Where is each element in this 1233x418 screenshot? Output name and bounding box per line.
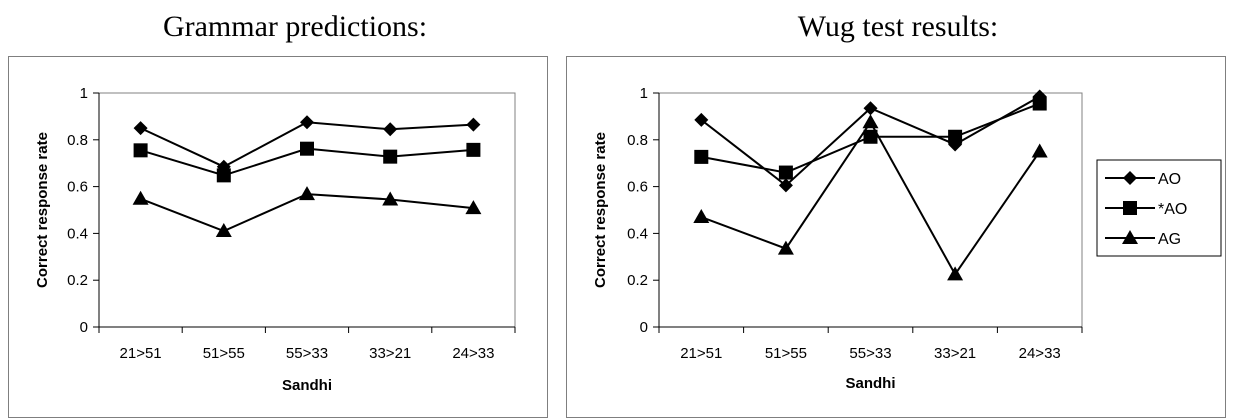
legend: AO *AO AG [1096, 159, 1222, 257]
left-x-tick-label: 21>51 [120, 345, 162, 362]
right-data-point-triangle [693, 209, 710, 224]
left-data-point-diamond [383, 122, 398, 137]
left-y-tick-label: 0.6 [67, 179, 88, 196]
right-y-tick-label: 0.4 [627, 225, 648, 242]
right-y-tick-label: 0.6 [627, 179, 648, 196]
left-y-tick-label: 0.8 [67, 132, 88, 149]
left-data-point-square [383, 149, 398, 164]
left-y-tick-label: 1 [80, 85, 88, 102]
legend-label: *AO [1158, 201, 1187, 218]
right-panel-title: Wug test results: [797, 10, 999, 43]
left-data-point-diamond [466, 117, 481, 132]
left-y-axis-title: Correct response rate [34, 132, 51, 288]
left-chart: 0 0.2 0.4 0.6 0.8 1 21>51 51>55 55>33 33>21 24>33 S… [34, 85, 516, 394]
left-y-tick-label: 0.2 [67, 272, 88, 289]
left-panel-title: Grammar predictions: [162, 10, 428, 43]
left-data-point-square [216, 168, 231, 183]
left-data-point-square [466, 142, 481, 157]
legend-label: AG [1158, 231, 1181, 248]
left-x-axis-title: Sandhi [282, 377, 332, 394]
left-data-point-triangle [299, 186, 315, 201]
left-x-tick-label: 51>55 [203, 345, 245, 362]
left-data-point-triangle [382, 191, 399, 206]
legend-marker-diamond [1123, 171, 1137, 185]
left-data-point-square [133, 143, 148, 158]
right-data-point-square [694, 149, 709, 164]
right-x-tick-label: 24>33 [1019, 345, 1061, 362]
right-data-point-diamond [778, 178, 793, 193]
legend-label: AO [1158, 171, 1181, 188]
legend-marker-triangle [1122, 230, 1138, 244]
right-data-point-square [1032, 96, 1047, 111]
left-data-point-diamond [300, 115, 314, 130]
left-x-tick-label: 55>33 [286, 345, 328, 362]
right-data-point-square [778, 165, 793, 180]
right-data-point-triangle [862, 114, 879, 129]
left-y-tick-label: 0 [80, 319, 88, 336]
right-data-point-triangle [777, 240, 794, 255]
right-data-point-diamond [863, 101, 878, 116]
right-y-axis-title: Correct response rate [592, 132, 609, 288]
right-y-tick-label: 0 [640, 319, 648, 336]
right-chart: 0 0.2 0.4 0.6 0.8 1 21>51 51>55 55>33 33>21 24>33 S… [592, 85, 1222, 392]
left-data-point-triangle [215, 223, 232, 238]
left-data-point-triangle [465, 200, 482, 215]
right-data-point-triangle [1031, 143, 1048, 158]
right-y-tick-label: 1 [640, 85, 648, 102]
right-y-tick-label: 0.8 [627, 132, 648, 149]
right-x-tick-label: 33>21 [934, 345, 976, 362]
right-series-line-triangle [700, 120, 1041, 277]
right-x-tick-label: 51>55 [765, 345, 807, 362]
left-data-point-square [300, 141, 314, 156]
right-data-point-square [863, 129, 878, 144]
left-y-tick-label: 0.4 [67, 225, 88, 242]
right-data-point-square [948, 129, 963, 144]
right-x-axis-title: Sandhi [845, 375, 895, 392]
right-y-tick-label: 0.2 [627, 272, 648, 289]
left-x-tick-label: 33>21 [369, 345, 411, 362]
right-data-point-diamond [694, 112, 709, 127]
right-x-tick-label: 55>33 [849, 345, 891, 362]
left-chart-frame [8, 56, 548, 418]
left-x-tick-label: 24>33 [452, 345, 494, 362]
legend-marker-square [1123, 201, 1137, 215]
left-data-point-diamond [133, 121, 148, 136]
left-data-point-triangle [132, 190, 149, 205]
right-data-point-triangle [947, 266, 964, 281]
right-x-tick-label: 21>51 [680, 345, 722, 362]
